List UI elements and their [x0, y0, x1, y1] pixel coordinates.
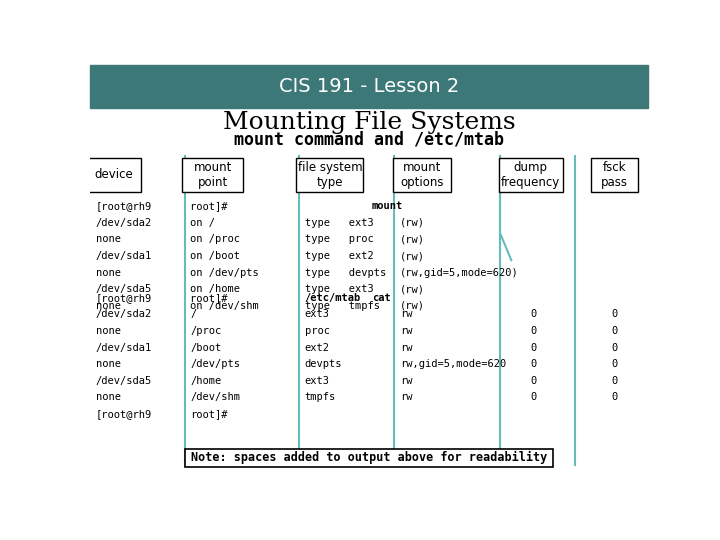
Text: on /home: on /home [190, 285, 240, 294]
Text: rw: rw [400, 309, 412, 319]
Text: mount: mount [372, 201, 403, 211]
Text: rw,gid=5,mode=620: rw,gid=5,mode=620 [400, 359, 506, 369]
Text: Mounting File Systems: Mounting File Systems [222, 111, 516, 134]
Bar [90, 65, 648, 109]
Text: root]#: root]# [190, 293, 234, 302]
Text: (rw): (rw) [400, 301, 425, 311]
Text: 0: 0 [531, 393, 537, 402]
Text: /dev/sda2: /dev/sda2 [96, 218, 152, 228]
Text: on /dev/pts: on /dev/pts [190, 268, 259, 278]
Text: (rw): (rw) [400, 218, 425, 228]
Text: dump
frequency: dump frequency [501, 161, 560, 189]
Text: type   ext2: type ext2 [305, 251, 374, 261]
Text: mount
point: mount point [194, 161, 232, 189]
Text: mount
options: mount options [400, 161, 444, 189]
Text: devpts: devpts [305, 359, 342, 369]
Text: (rw,gid=5,mode=620): (rw,gid=5,mode=620) [400, 268, 518, 278]
Text: cat: cat [372, 293, 391, 302]
Text: /etc/mtab: /etc/mtab [305, 293, 361, 302]
Text: (rw): (rw) [400, 234, 425, 245]
Text: tmpfs: tmpfs [305, 393, 336, 402]
Text: 0: 0 [612, 342, 618, 353]
Text: root]#: root]# [190, 201, 234, 211]
Text: /boot: /boot [190, 342, 222, 353]
Text: 0: 0 [612, 326, 618, 336]
Text: 0: 0 [531, 376, 537, 386]
Bar [499, 158, 563, 192]
Text: /home: /home [190, 376, 222, 386]
Bar [86, 158, 141, 192]
Text: rw: rw [400, 376, 412, 386]
Text: 0: 0 [612, 376, 618, 386]
Text: none: none [96, 326, 120, 336]
Text: type   devpts: type devpts [305, 268, 386, 278]
Text: [root@rh9: [root@rh9 [96, 409, 152, 419]
Text: type   ext3: type ext3 [305, 218, 374, 228]
Text: proc: proc [305, 326, 330, 336]
Text: device: device [94, 168, 132, 181]
Text: ext3: ext3 [305, 309, 330, 319]
Text: fsck
pass: fsck pass [601, 161, 628, 189]
Text: rw: rw [400, 326, 412, 336]
Text: /dev/sda5: /dev/sda5 [96, 285, 152, 294]
Text: /proc: /proc [190, 326, 222, 336]
Bar [185, 449, 553, 467]
Text: none: none [96, 393, 120, 402]
Text: 0: 0 [531, 326, 537, 336]
Bar [591, 158, 638, 192]
Text: on /dev/shm: on /dev/shm [190, 301, 259, 311]
Text: [root@rh9: [root@rh9 [96, 201, 152, 211]
Text: /dev/shm: /dev/shm [190, 393, 240, 402]
Text: file system
type: file system type [297, 161, 362, 189]
Text: none: none [96, 301, 120, 311]
Bar [392, 158, 451, 192]
Bar [182, 158, 243, 192]
Text: (rw): (rw) [400, 285, 425, 294]
Text: root]#: root]# [190, 409, 228, 419]
Text: rw: rw [400, 393, 412, 402]
Text: rw: rw [400, 342, 412, 353]
Text: none: none [96, 359, 120, 369]
Text: none: none [96, 234, 120, 245]
Text: (rw): (rw) [400, 251, 425, 261]
Text: 0: 0 [612, 359, 618, 369]
Text: [root@rh9: [root@rh9 [96, 293, 152, 302]
Text: /dev/sda1: /dev/sda1 [96, 251, 152, 261]
Text: type   tmpfs: type tmpfs [305, 301, 380, 311]
Text: /dev/sda1: /dev/sda1 [96, 342, 152, 353]
Text: /dev/sda5: /dev/sda5 [96, 376, 152, 386]
Text: /dev/pts: /dev/pts [190, 359, 240, 369]
Text: /: / [190, 309, 197, 319]
Text: none: none [96, 268, 120, 278]
Text: 0: 0 [531, 359, 537, 369]
Text: ext3: ext3 [305, 376, 330, 386]
Text: type   ext3: type ext3 [305, 285, 374, 294]
Text: Note: spaces added to output above for readability: Note: spaces added to output above for r… [191, 451, 547, 464]
Text: on /: on / [190, 218, 215, 228]
Text: 0: 0 [531, 342, 537, 353]
Text: 0: 0 [612, 309, 618, 319]
Text: type   proc: type proc [305, 234, 374, 245]
Text: mount command and /etc/mtab: mount command and /etc/mtab [234, 131, 504, 149]
Text: /dev/sda2: /dev/sda2 [96, 309, 152, 319]
Text: 0: 0 [531, 309, 537, 319]
Text: 0: 0 [612, 393, 618, 402]
Text: on /proc: on /proc [190, 234, 240, 245]
Text: CIS 191 - Lesson 2: CIS 191 - Lesson 2 [279, 77, 459, 96]
Bar [297, 158, 364, 192]
Text: ext2: ext2 [305, 342, 330, 353]
Text: on /boot: on /boot [190, 251, 240, 261]
